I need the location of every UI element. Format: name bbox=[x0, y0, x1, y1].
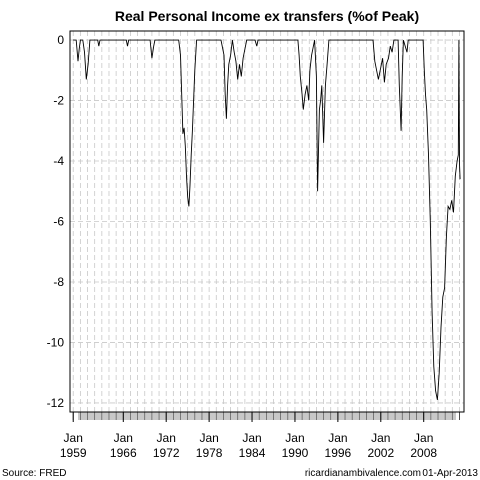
y-tick-label: -6 bbox=[53, 215, 64, 229]
x-tick-month: Jan bbox=[328, 431, 347, 445]
y-tick-label: -10 bbox=[47, 335, 65, 349]
x-tick-month: Jan bbox=[157, 431, 176, 445]
x-tick-year: 1966 bbox=[110, 446, 137, 460]
x-tick-year: 1996 bbox=[325, 446, 352, 460]
chart-title: Real Personal Income ex transfers (%of P… bbox=[115, 8, 419, 24]
y-tick-label: -4 bbox=[53, 154, 64, 168]
x-tick-month: Jan bbox=[242, 431, 261, 445]
y-tick-label: -8 bbox=[53, 275, 64, 289]
x-tick-year: 1959 bbox=[60, 446, 87, 460]
y-tick-label: -2 bbox=[53, 94, 64, 108]
series-line bbox=[73, 39, 461, 400]
x-tick-year: 1972 bbox=[153, 446, 180, 460]
x-axis: Jan1959Jan1966Jan1972Jan1978Jan1984Jan19… bbox=[60, 412, 437, 460]
x-tick-year: 1984 bbox=[239, 446, 266, 460]
source-note: Source: FRED bbox=[2, 468, 66, 479]
x-tick-band bbox=[78, 412, 456, 420]
x-tick-month: Jan bbox=[114, 431, 133, 445]
x-tick-month: Jan bbox=[414, 431, 433, 445]
x-tick-month: Jan bbox=[285, 431, 304, 445]
x-tick-month: Jan bbox=[64, 431, 83, 445]
y-axis: 0 -2 -4 -6 -8 -10 -12 bbox=[47, 33, 65, 410]
plot-frame bbox=[69, 30, 465, 413]
x-tick-year: 2002 bbox=[367, 446, 394, 460]
x-tick-year: 1990 bbox=[282, 446, 309, 460]
x-minor-ticks bbox=[72, 412, 460, 420]
y-tick-label: -12 bbox=[47, 396, 65, 410]
x-tick-year: 1978 bbox=[196, 446, 223, 460]
y-tick-label: 0 bbox=[57, 33, 64, 47]
gridlines bbox=[70, 31, 464, 412]
x-tick-year: 2008 bbox=[410, 446, 437, 460]
x-tick-month: Jan bbox=[371, 431, 390, 445]
print-date: 01-Apr-2013 bbox=[422, 468, 478, 479]
site-credit: ricardianambivalence.com bbox=[305, 468, 421, 479]
x-tick-month: Jan bbox=[199, 431, 218, 445]
